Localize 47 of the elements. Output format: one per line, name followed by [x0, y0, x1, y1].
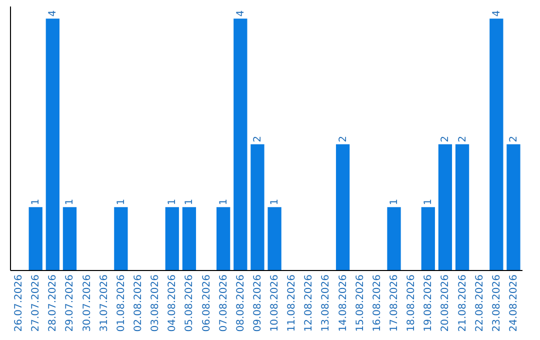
- data-label: 1: [389, 198, 400, 206]
- x-tick-label: 07.08.2026: [218, 274, 230, 332]
- x-tick-label: 18.08.2026: [406, 274, 418, 332]
- x-tick-label: 14.08.2026: [338, 274, 349, 332]
- x-tick-label: 26.07.2026: [14, 274, 25, 332]
- data-label: 4: [235, 10, 246, 17]
- data-label: 2: [440, 136, 452, 142]
- x-tick-label: 23.08.2026: [491, 274, 502, 332]
- x-tick-label: 20.08.2026: [440, 274, 452, 332]
- x-tick-label: 15.08.2026: [354, 274, 366, 332]
- data-label: 1: [270, 198, 281, 206]
- data-label: 4: [48, 10, 59, 17]
- data-label: 1: [184, 198, 196, 206]
- x-tick-label: 02.08.2026: [133, 274, 144, 332]
- x-tick-label: 06.08.2026: [201, 274, 212, 332]
- x-tick-label: 29.07.2026: [64, 274, 76, 332]
- x-tick-label: 21.08.2026: [457, 274, 468, 332]
- x-tick-label: 03.08.2026: [150, 274, 162, 332]
- x-tick-label: 05.08.2026: [184, 274, 196, 332]
- x-tick-label: 19.08.2026: [423, 274, 434, 332]
- x-tick-label: 17.08.2026: [389, 274, 400, 332]
- data-label: 2: [252, 136, 264, 142]
- x-tick-label: 11.08.2026: [286, 274, 298, 332]
- x-tick-label: 08.08.2026: [235, 274, 246, 332]
- x-tick-label: 31.07.2026: [98, 274, 110, 332]
- x-tick-label: 12.08.2026: [304, 274, 315, 332]
- data-label: 1: [218, 198, 230, 206]
- x-tick-label: 30.07.2026: [82, 274, 93, 332]
- data-label: 1: [116, 198, 127, 206]
- data-label: 1: [30, 198, 42, 206]
- x-tick-label: 04.08.2026: [167, 274, 178, 332]
- data-label: 1: [167, 198, 178, 206]
- data-label: 4: [491, 10, 502, 17]
- x-tick-label: 27.07.2026: [30, 274, 42, 332]
- data-label: 2: [457, 136, 468, 142]
- x-tick-label: 01.08.2026: [116, 274, 127, 332]
- x-tick-label: 22.08.2026: [474, 274, 486, 332]
- data-label: 2: [508, 136, 520, 142]
- x-tick-label: 28.07.2026: [48, 274, 59, 332]
- data-label: 1: [64, 198, 76, 206]
- x-tick-label: 13.08.2026: [320, 274, 332, 332]
- x-tick-label: 09.08.2026: [252, 274, 264, 332]
- x-tick-label: 16.08.2026: [372, 274, 383, 332]
- data-label: 2: [338, 136, 349, 142]
- x-tick-label: 10.08.2026: [270, 274, 281, 332]
- x-tick-label: 24.08.2026: [508, 274, 520, 332]
- data-label: 1: [423, 198, 434, 206]
